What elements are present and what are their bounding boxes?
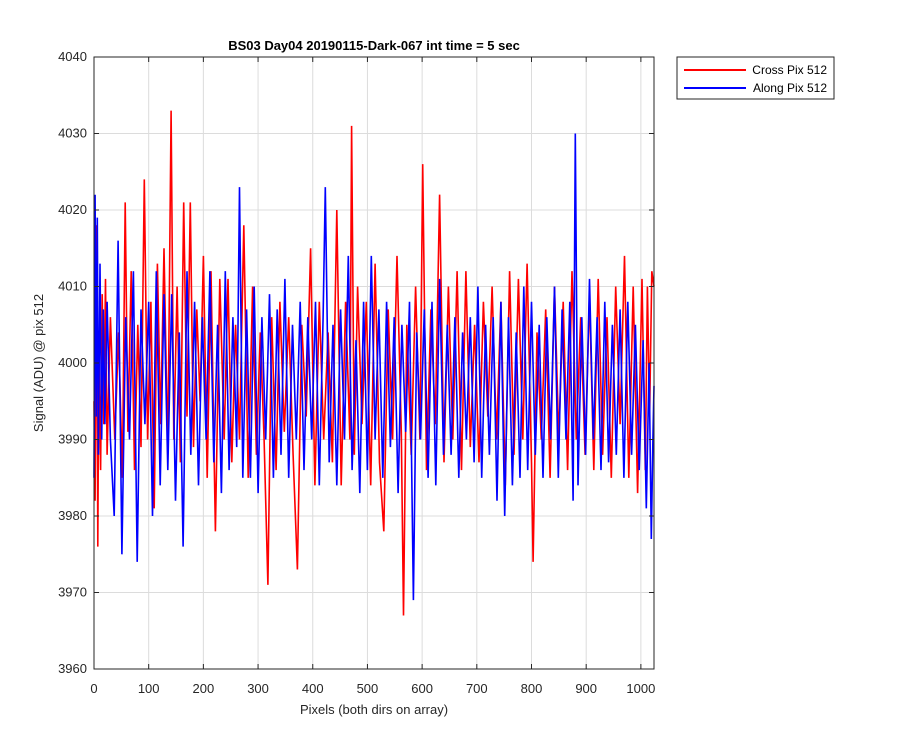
legend-label-cross: Cross Pix 512 — [752, 63, 827, 77]
y-tick-label: 3970 — [58, 585, 87, 600]
y-axis-label: Signal (ADU) @ pix 512 — [31, 294, 46, 432]
legend-box — [676, 56, 835, 100]
y-tick-label: 4010 — [58, 279, 87, 294]
x-tick-label: 700 — [466, 681, 488, 696]
x-tick-label: 800 — [521, 681, 543, 696]
chart-title: BS03 Day04 20190115-Dark-067 int time = … — [228, 38, 520, 53]
x-tick-label: 900 — [575, 681, 597, 696]
x-tick-label: 300 — [247, 681, 269, 696]
x-axis-label: Pixels (both dirs on array) — [300, 702, 448, 717]
x-tick-label: 400 — [302, 681, 324, 696]
y-tick-label: 3960 — [58, 661, 87, 676]
series-line-along-pix-512 — [93, 133, 655, 601]
legend-label-along: Along Pix 512 — [753, 81, 827, 95]
y-tick-label: 4040 — [58, 49, 87, 64]
x-tick-label: 1000 — [626, 681, 655, 696]
x-tick-label: 100 — [138, 681, 160, 696]
ticks: 0 100 200 300 400 500 600 700 800 900 1000 3960 3970… — [58, 49, 655, 696]
y-tick-label: 3980 — [58, 508, 87, 523]
x-tick-label: 0 — [90, 681, 97, 696]
series-layer — [93, 110, 655, 616]
x-tick-label: 600 — [411, 681, 433, 696]
legend: Cross Pix 512 Along Pix 512 — [676, 56, 835, 100]
x-tick-label: 200 — [193, 681, 215, 696]
x-tick-label: 500 — [357, 681, 379, 696]
y-tick-label: 4030 — [58, 126, 87, 141]
y-tick-label: 4000 — [58, 355, 87, 370]
y-tick-label: 3990 — [58, 432, 87, 447]
y-tick-label: 4020 — [58, 202, 87, 217]
